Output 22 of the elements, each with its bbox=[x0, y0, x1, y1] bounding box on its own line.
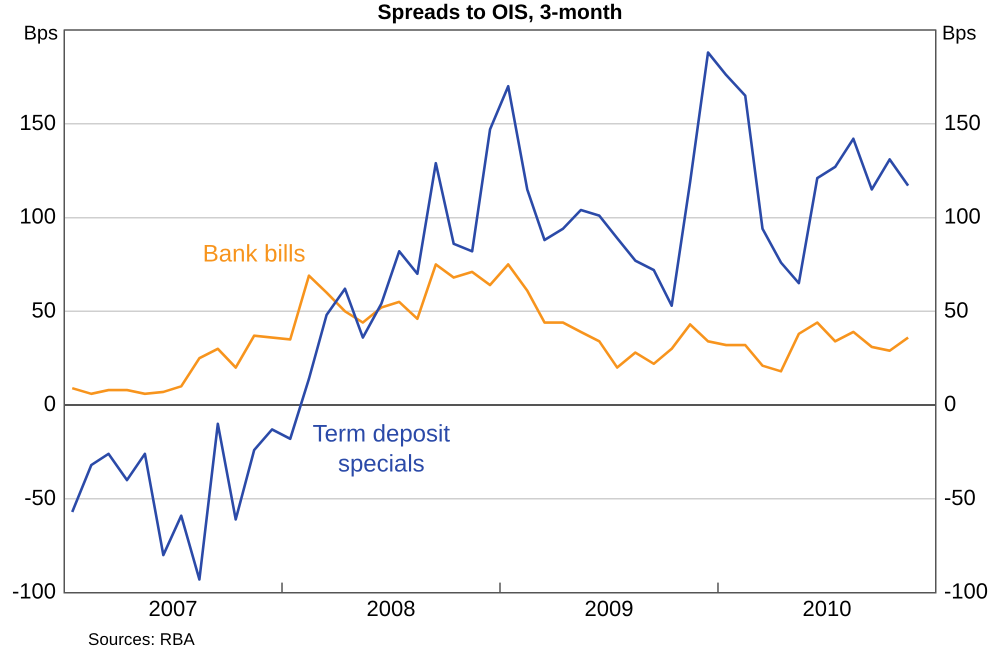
y2-tick-label: -50 bbox=[944, 484, 976, 510]
y-tick-label: -50 bbox=[24, 484, 56, 510]
source-note: Sources: RBA bbox=[88, 630, 195, 650]
series-label: Bank bills bbox=[202, 240, 306, 268]
y-tick-label: 100 bbox=[19, 204, 56, 229]
y2-tick-label: 100 bbox=[944, 204, 981, 229]
y-tick-label: 0 bbox=[44, 391, 56, 416]
y-tick-label: -100 bbox=[12, 578, 56, 604]
x-tick-label: 2008 bbox=[366, 596, 416, 621]
chart-title: Spreads to OIS, 3-month bbox=[377, 1, 623, 24]
y2-axis-title: Bps bbox=[942, 22, 976, 45]
y2-tick-label: 50 bbox=[944, 297, 968, 322]
x-tick-label: 2010 bbox=[802, 596, 852, 621]
y2-tick-label: -100 bbox=[944, 578, 988, 604]
series-label: Term deposit specials bbox=[312, 420, 450, 478]
x-tick-label: 2009 bbox=[584, 596, 634, 621]
y2-tick-label: 0 bbox=[944, 391, 956, 416]
x-tick-label: 2007 bbox=[148, 596, 198, 621]
y-tick-label: 150 bbox=[19, 110, 56, 135]
y2-tick-label: 150 bbox=[944, 110, 981, 135]
y-tick-label: 50 bbox=[32, 297, 56, 322]
y-axis-title: Bps bbox=[24, 22, 58, 45]
